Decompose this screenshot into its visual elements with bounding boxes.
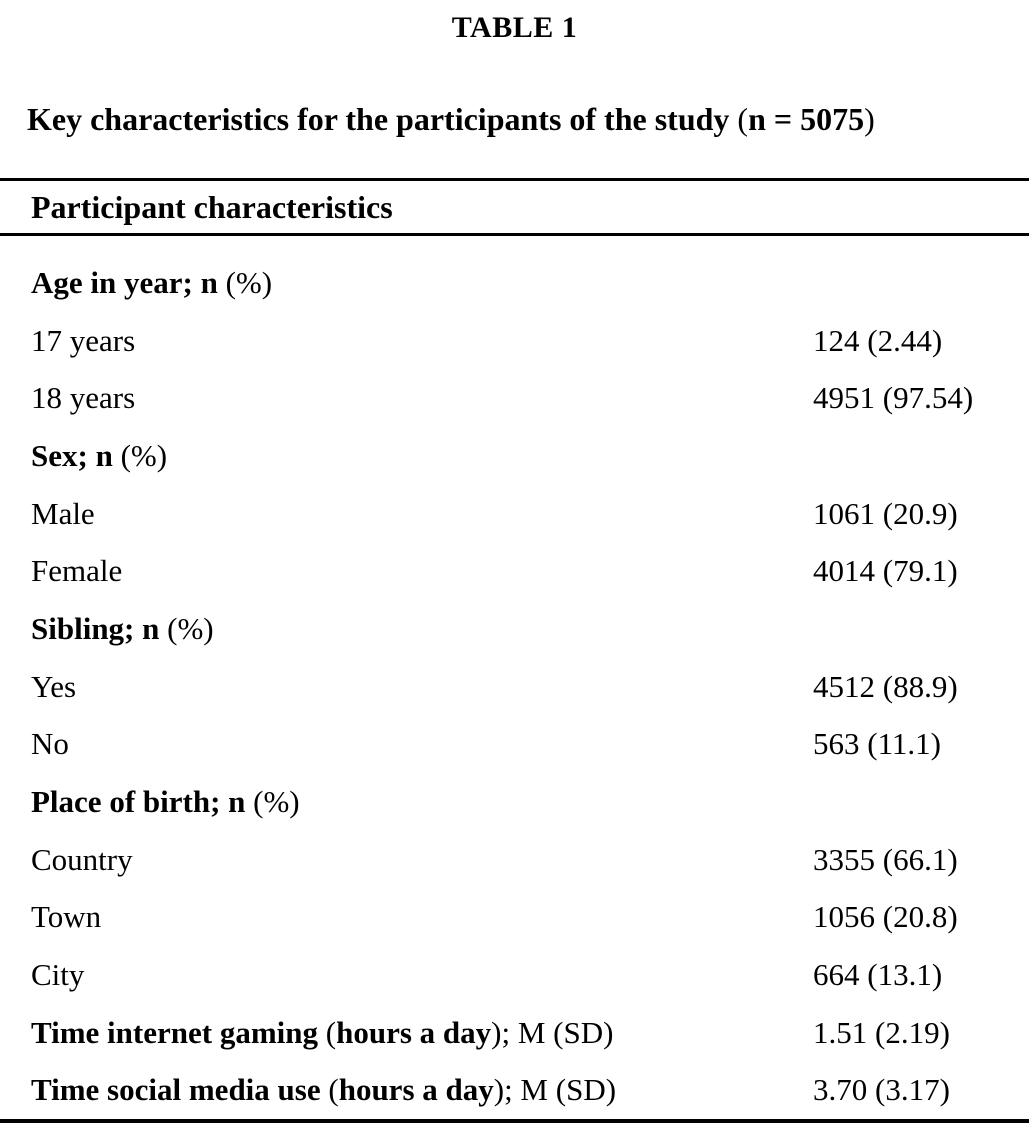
- regular-text: 18 years: [31, 380, 136, 416]
- table-row: Time social media use (hours a day); M (…: [0, 1062, 1029, 1120]
- column-header: Participant characteristics: [31, 189, 393, 225]
- row-label: Age in year; n (%): [31, 265, 813, 301]
- row-value: 664 (13.1): [813, 957, 943, 993]
- row-label: Time internet gaming (hours a day); M (S…: [31, 1015, 813, 1051]
- regular-text: (: [737, 101, 749, 137]
- row-value: 4512 (88.9): [813, 668, 958, 704]
- row-label: 17 years: [31, 323, 813, 359]
- bold-text: Sibling; n: [31, 610, 160, 646]
- row-label: Time social media use (hours a day); M (…: [31, 1072, 813, 1108]
- table-body: Age in year; n (%) 17 years 124 (2.44) 18 y…: [0, 236, 1029, 1119]
- row-value: 1.51 (2.19): [813, 1014, 950, 1050]
- table-row: 17 years 124 (2.44): [0, 312, 1029, 370]
- bold-text: Age in year; n: [31, 264, 218, 300]
- regular-text: Yes: [31, 668, 77, 704]
- table-row: Yes 4512 (88.9): [0, 658, 1029, 716]
- table-row: Age in year; n (%): [0, 254, 1029, 312]
- regular-text: ); M (SD): [493, 1072, 617, 1108]
- row-value: 3.70 (3.17): [813, 1072, 950, 1108]
- row-label: Country: [31, 842, 813, 878]
- row-value: 124 (2.44): [813, 322, 943, 358]
- row-value: 3355 (66.1): [813, 841, 958, 877]
- regular-text: (: [325, 1014, 337, 1050]
- table-row: Town 1056 (20.8): [0, 889, 1029, 947]
- regular-text: (%): [159, 610, 214, 646]
- regular-text: Town: [31, 899, 102, 935]
- row-label: City: [31, 957, 813, 993]
- bold-text: Key characteristics for the participants…: [27, 101, 738, 137]
- table-row: Female 4014 (79.1): [0, 542, 1029, 600]
- row-label: Male: [31, 496, 813, 532]
- table-row: Time internet gaming (hours a day); M (S…: [0, 1004, 1029, 1062]
- table-row: 18 years 4951 (97.54): [0, 369, 1029, 427]
- table-bottom-rule: [0, 1119, 1029, 1124]
- row-value: 563 (11.1): [813, 726, 941, 762]
- table-row: No 563 (11.1): [0, 716, 1029, 774]
- bold-text: Time social media use: [31, 1072, 329, 1108]
- regular-text: No: [31, 726, 69, 762]
- table-row: Sibling; n (%): [0, 600, 1029, 658]
- table-header-rule: [0, 233, 1029, 236]
- regular-text: Country: [31, 841, 133, 877]
- table-title: Key characteristics for the participants…: [0, 98, 1029, 140]
- row-label: Sex; n (%): [31, 438, 813, 474]
- row-label: Female: [31, 553, 813, 589]
- row-label: 18 years: [31, 380, 813, 416]
- regular-text: City: [31, 957, 85, 993]
- regular-text: Male: [31, 495, 95, 531]
- table-row: Country 3355 (66.1): [0, 831, 1029, 889]
- regular-text: (: [328, 1072, 339, 1108]
- table-number-label: TABLE 1: [451, 11, 578, 44]
- row-label: Yes: [31, 669, 813, 705]
- table-row: Place of birth; n (%): [0, 773, 1029, 831]
- bold-text: Time internet gaming: [31, 1014, 326, 1050]
- regular-text: (%): [112, 437, 168, 473]
- bold-text: hours a day: [336, 1014, 492, 1050]
- regular-text: ); M (SD): [491, 1014, 614, 1050]
- regular-text: ): [864, 101, 875, 137]
- table-row: Sex; n (%): [0, 427, 1029, 485]
- row-label: Sibling; n (%): [31, 611, 813, 647]
- row-value: 1061 (20.9): [813, 495, 958, 531]
- table-row: City 664 (13.1): [0, 946, 1029, 1004]
- regular-text: 17 years: [31, 322, 136, 358]
- bold-text: hours a day: [338, 1072, 494, 1108]
- bold-text: n = 5075: [748, 101, 865, 137]
- bold-text: Sex; n: [31, 437, 113, 473]
- table-top-rule: [0, 178, 1029, 181]
- row-label: Place of birth; n (%): [31, 784, 813, 820]
- regular-text: (%): [217, 264, 273, 300]
- row-value: 4014 (79.1): [813, 553, 958, 589]
- table-row: Male 1061 (20.9): [0, 485, 1029, 543]
- row-value: 4951 (97.54): [813, 380, 974, 416]
- row-value: 1056 (20.8): [813, 899, 958, 935]
- bold-text: Place of birth; n: [31, 784, 246, 820]
- regular-text: Female: [31, 553, 123, 589]
- regular-text: (%): [245, 784, 300, 820]
- row-label: No: [31, 726, 813, 762]
- row-label: Town: [31, 899, 813, 935]
